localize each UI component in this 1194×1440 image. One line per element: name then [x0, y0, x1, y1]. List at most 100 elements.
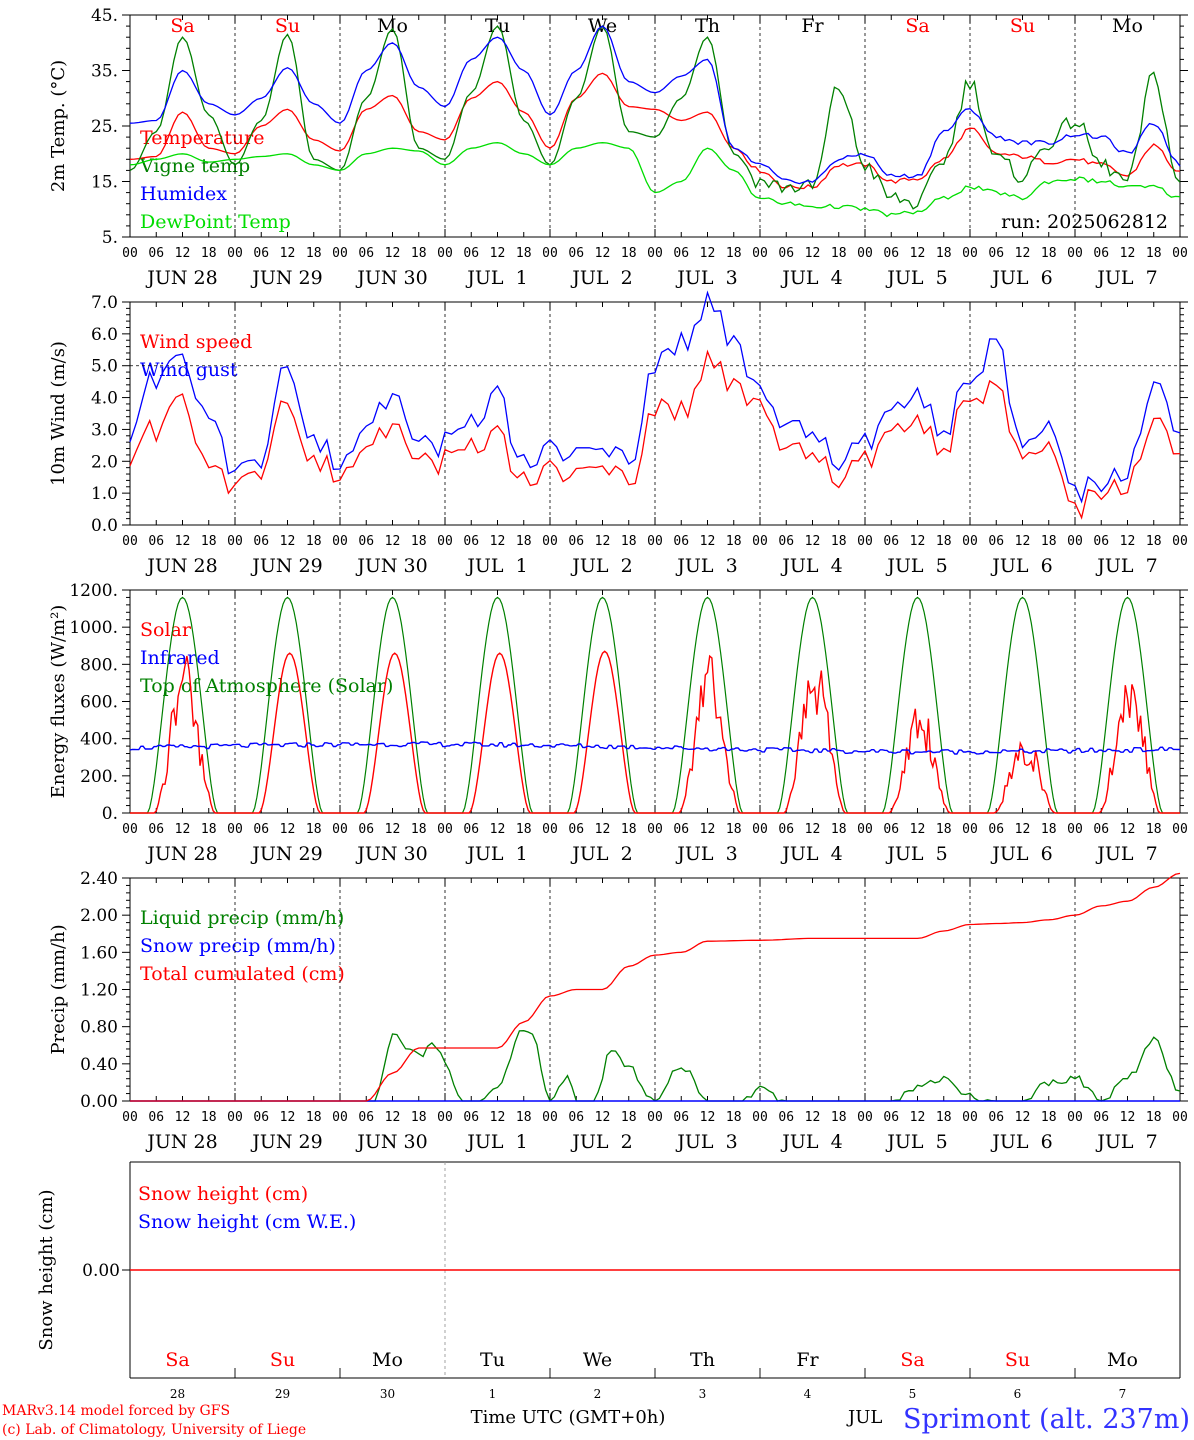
legend-humidex: Humidex — [140, 183, 227, 205]
hour-tick-label: 00 — [1067, 1110, 1083, 1125]
hour-tick-label: 12 — [280, 1110, 296, 1125]
day-name-bottom: Sa — [900, 1349, 924, 1371]
hour-tick-label: 06 — [778, 246, 794, 261]
hour-tick-label: 12 — [1120, 1110, 1136, 1125]
hour-tick-label: 12 — [910, 534, 926, 549]
day-number: 30 — [380, 1387, 395, 1401]
hour-tick-label: 00 — [1067, 822, 1083, 837]
series-line-vigne-temp — [129, 25, 1181, 210]
hour-tick-label: 06 — [673, 822, 689, 837]
hour-tick-label: 12 — [385, 534, 401, 549]
day-label: JUN 28 — [145, 267, 217, 289]
y-tick-label: 2.00 — [80, 906, 118, 926]
hour-tick-label: 12 — [175, 1110, 191, 1125]
hour-tick-label: 18 — [201, 246, 217, 261]
hour-tick-label: 06 — [148, 1110, 164, 1125]
day-name-top: Su — [275, 15, 300, 37]
hour-tick-label: 12 — [1015, 246, 1031, 261]
hour-tick-label: 12 — [385, 246, 401, 261]
hour-tick-label: 18 — [1146, 1110, 1162, 1125]
day-number: 29 — [275, 1387, 290, 1401]
hour-tick-label: 06 — [778, 1110, 794, 1125]
hour-tick-label: 18 — [726, 246, 742, 261]
legend-infrared: Infrared — [140, 647, 220, 669]
precip-panel-legend: Liquid precip (mm/h) Snow precip (mm/h) … — [140, 907, 345, 985]
hour-tick-label: 18 — [1041, 534, 1057, 549]
hour-tick-label: 06 — [1093, 534, 1109, 549]
y-tick-label: 0.80 — [80, 1018, 118, 1038]
hour-tick-label: 00 — [962, 534, 978, 549]
hour-tick-label: 12 — [1015, 534, 1031, 549]
station-name: Sprimont (alt. 237m) — [903, 1404, 1190, 1435]
hour-tick-label: 06 — [988, 534, 1004, 549]
hour-tick-label: 12 — [805, 534, 821, 549]
hour-tick-label: 06 — [253, 822, 269, 837]
day-label: JUN 30 — [355, 1131, 427, 1153]
day-number: 7 — [1119, 1387, 1127, 1401]
hour-tick-label: 12 — [1015, 1110, 1031, 1125]
hour-tick-label: 00 — [1067, 534, 1083, 549]
day-label: JUN 29 — [250, 843, 322, 865]
hour-tick-label: 00 — [542, 534, 558, 549]
hour-tick-label: 18 — [1041, 822, 1057, 837]
hour-tick-label: 12 — [490, 822, 506, 837]
y-tick-label: 5. — [102, 228, 118, 248]
y-tick-label: 15. — [91, 173, 118, 193]
day-label: JUL 2 — [570, 843, 632, 865]
hour-tick-label: 12 — [1015, 822, 1031, 837]
hour-tick-label: 00 — [542, 822, 558, 837]
day-label: JUL 3 — [675, 1131, 737, 1153]
hour-tick-label: 06 — [988, 1110, 1004, 1125]
chart-dynamic: 00 06 12 18 00 06 12 18 00 06 12 18 00 06 12 18 00 06 12 18… — [36, 6, 1188, 1401]
hour-tick-label: 06 — [883, 822, 899, 837]
y-axis-label: 2m Temp. (°C) — [48, 60, 69, 192]
hour-tick-label: 06 — [358, 1110, 374, 1125]
month-label: JUL — [846, 1407, 882, 1428]
hour-tick-label: 06 — [883, 246, 899, 261]
footer: MARv3.14 model forced by GFS (c) Lab. of… — [2, 1403, 1190, 1438]
legend-dewpoint: DewPoint Temp — [140, 211, 291, 233]
day-name-top: Th — [695, 15, 720, 37]
hour-tick-label: 00 — [227, 822, 243, 837]
hour-tick-label: 12 — [805, 822, 821, 837]
day-number: 1 — [489, 1387, 497, 1401]
day-number: 2 — [594, 1387, 602, 1401]
y-tick-label: 1200. — [69, 581, 118, 601]
hour-tick-label: 12 — [910, 1110, 926, 1125]
hour-tick-label: 12 — [910, 246, 926, 261]
hour-tick-label: 06 — [883, 1110, 899, 1125]
day-name-top: Mo — [1112, 15, 1143, 37]
day-label: JUL 7 — [1095, 267, 1157, 289]
y-tick-label: 1.0 — [91, 484, 118, 504]
y-tick-label: 0.00 — [82, 1261, 120, 1281]
hour-tick-label: 00 — [437, 534, 453, 549]
hour-tick-label: 00 — [962, 1110, 978, 1125]
legend-temperature: Temperature — [140, 127, 264, 149]
hour-tick-label: 18 — [936, 1110, 952, 1125]
hour-tick-label: 00 — [122, 1110, 138, 1125]
hour-tick-label: 00 — [1172, 534, 1188, 549]
day-name-bottom: Mo — [372, 1349, 403, 1371]
hour-tick-label: 12 — [385, 1110, 401, 1125]
legend-liquid-precip: Liquid precip (mm/h) — [140, 907, 344, 929]
hour-tick-label: 06 — [148, 822, 164, 837]
hour-tick-label: 12 — [805, 1110, 821, 1125]
day-label: JUL 5 — [885, 1131, 947, 1153]
day-label: JUN 28 — [145, 1131, 217, 1153]
hour-tick-label: 12 — [700, 534, 716, 549]
series-line-dewpoint-temp — [129, 142, 1181, 218]
hour-tick-label: 18 — [201, 822, 217, 837]
hour-tick-label: 12 — [595, 246, 611, 261]
day-name-top: Sa — [170, 15, 194, 37]
day-number: 6 — [1014, 1387, 1022, 1401]
legend-snow-precip: Snow precip (mm/h) — [140, 935, 336, 957]
hour-tick-label: 00 — [332, 534, 348, 549]
hour-tick-label: 18 — [831, 1110, 847, 1125]
hour-tick-label: 06 — [1093, 246, 1109, 261]
y-tick-label: 800. — [80, 655, 118, 675]
y-tick-label: 6.0 — [91, 325, 118, 345]
y-axis-label: Energy fluxes (W/m²) — [48, 605, 69, 799]
hour-tick-label: 00 — [962, 246, 978, 261]
hour-tick-label: 18 — [621, 246, 637, 261]
